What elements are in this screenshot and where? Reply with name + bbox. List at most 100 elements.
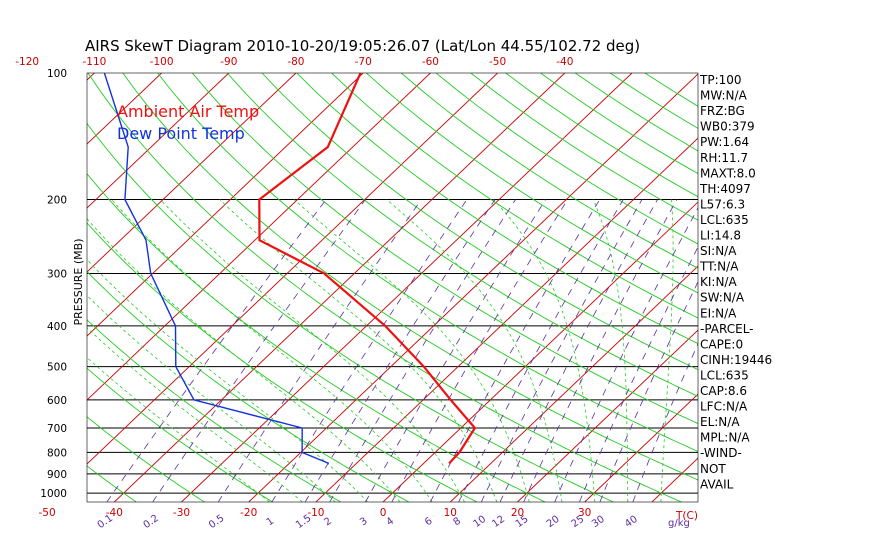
dry-adiabat [87, 73, 682, 502]
stat-line: -PARCEL- [700, 322, 754, 336]
mixing-ratio-line [391, 199, 568, 502]
mixing-ratio-tick: 4 [385, 516, 397, 529]
isotherm-60 [786, 73, 870, 502]
stat-line: MPL:N/A [700, 431, 750, 445]
stat-line: LCL:635 [700, 213, 749, 227]
dry-adiabat [435, 73, 698, 245]
mixing-ratio-line [554, 207, 698, 502]
plot-frame [86, 72, 699, 503]
dry-adiabat [400, 73, 698, 269]
stat-line: NOT [700, 462, 726, 476]
stat-line: TP:100 [699, 73, 742, 87]
isotherm-40 [651, 457, 698, 502]
stat-line: LI:14.8 [700, 229, 741, 243]
top-temp-tick: -100 [150, 56, 174, 68]
stat-line: EI:N/A [700, 306, 737, 320]
mixing-ratio-line [523, 199, 678, 502]
mixing-ratio-tick: 6 [423, 516, 435, 529]
isotherm--20 [248, 73, 698, 502]
moist-adiabat [111, 199, 433, 502]
mixing-ratio-tick: 30 [590, 514, 607, 530]
mixing-ratio-line [271, 199, 468, 502]
mixing-ratio-tick: 20 [545, 514, 562, 530]
isotherm-20 [517, 329, 698, 502]
dry-adiabat [87, 367, 273, 502]
dry-adiabat [87, 122, 614, 502]
mixing-ratio-tick: 0.5 [207, 513, 226, 531]
top-temp-tick: -120 [15, 56, 39, 68]
mixing-ratio-line [632, 342, 698, 502]
top-temp-tick: -50 [489, 56, 506, 68]
x-axis-label-mixing: g/kg [668, 518, 690, 529]
dry-adiabat [226, 73, 698, 397]
stat-line: TT:N/A [699, 260, 739, 274]
pressure-tick: 600 [47, 395, 67, 407]
dry-adiabat [87, 270, 410, 502]
stat-line: WB0:379 [700, 120, 755, 134]
bottom-temp-tick: 10 [444, 507, 457, 519]
mixing-ratio-tick: 8 [452, 516, 464, 529]
stat-line: L57:6.3 [700, 197, 745, 211]
mixing-ratio-line [106, 199, 327, 502]
stat-line: -WIND- [700, 446, 742, 460]
moist-adiabat [293, 199, 530, 502]
stat-line: FRZ:BG [700, 104, 745, 118]
dry-adiabat [87, 319, 341, 502]
isotherm-30 [584, 393, 698, 502]
isotherm--30 [181, 73, 633, 502]
dry-adiabat [366, 73, 698, 294]
moist-adiabat [493, 199, 596, 502]
pressure-tick: 1000 [40, 488, 67, 500]
mixing-ratio-tick: 3 [358, 516, 370, 529]
stat-line: TH:4097 [699, 182, 751, 196]
pressure-tick: 200 [47, 194, 67, 206]
mixing-ratio-line [429, 199, 601, 502]
x-axis-label-temp: T(C) [675, 510, 698, 522]
pressure-tick: 900 [47, 469, 67, 481]
isotherm--50 [87, 73, 498, 465]
stat-line: LCL:635 [700, 368, 749, 382]
dry-adiabat [331, 73, 698, 319]
isotherm--60 [87, 73, 431, 401]
dry-adiabat [87, 465, 137, 502]
moist-adiabat [159, 199, 465, 502]
profile-lines [103, 73, 477, 465]
stat-line: LFC:N/A [700, 400, 748, 414]
bottom-temp-tick: -30 [173, 507, 190, 519]
dry-adiabat [87, 222, 478, 502]
bottom-temp-tick: -10 [307, 507, 324, 519]
stat-line: CAPE:0 [700, 337, 743, 351]
mixing-ratio-line [499, 199, 658, 502]
moist-adiabat [87, 218, 401, 502]
stat-line: KI:N/A [700, 275, 737, 289]
isotherm-10 [449, 265, 698, 502]
dry-adiabat [644, 73, 698, 107]
stat-line: EL:N/A [700, 415, 740, 429]
moist-adiabat [87, 295, 336, 502]
moist-adiabat [592, 199, 629, 502]
stat-line: AVAIL [700, 477, 734, 491]
pressure-tick: 500 [47, 362, 67, 374]
bottom-temp-tick: -40 [106, 507, 123, 519]
dry-adiabat [296, 73, 698, 345]
bottom-temp-tick: -50 [39, 507, 56, 519]
top-temp-tick: -60 [422, 56, 439, 68]
pressure-tick: 800 [47, 447, 67, 459]
stat-line: CINH:19446 [700, 353, 772, 367]
mixing-ratio-tick: 10 [471, 514, 488, 530]
bottom-temp-tick: 30 [578, 507, 591, 519]
mixing-ratio-line [458, 199, 624, 502]
mixing-ratio-line [365, 199, 546, 502]
mixing-ratio-line [480, 199, 643, 502]
stat-line: MW:N/A [700, 89, 748, 103]
bottom-temp-tick: 20 [511, 507, 524, 519]
pressure-tick: 300 [47, 268, 67, 280]
mixing-ratio-line [152, 199, 366, 502]
bottom-temp-tick: 0 [380, 507, 387, 519]
dry-adiabat [157, 73, 698, 452]
dry-adiabat [87, 173, 546, 502]
moist-adiabat [660, 199, 674, 502]
top-temp-tick: -110 [82, 56, 106, 68]
moist-adiabat [386, 199, 563, 502]
